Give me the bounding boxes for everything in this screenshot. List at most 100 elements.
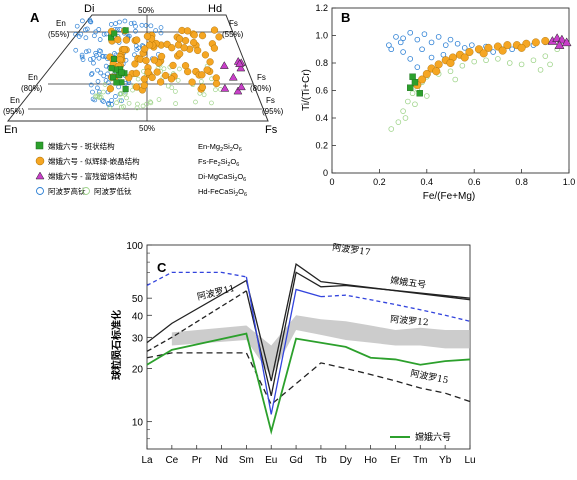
data-point xyxy=(530,57,537,64)
legend-item-residual-melt: 嫦娥六号 - 富残留熔体结构 xyxy=(35,171,138,181)
data-point xyxy=(479,49,488,58)
data-point xyxy=(146,41,154,49)
data-point xyxy=(183,27,192,35)
right-mark-fs-55: Fs xyxy=(229,19,238,28)
data-point xyxy=(102,82,108,87)
data-point xyxy=(122,86,129,93)
data-point xyxy=(153,28,159,33)
data-point xyxy=(452,76,459,83)
y-tick-label: 20 xyxy=(132,364,144,375)
left-mark-80: (80%) xyxy=(21,84,43,93)
data-point xyxy=(157,78,165,86)
data-point xyxy=(517,43,526,52)
x-tick-label: 0 xyxy=(329,177,334,187)
data-point xyxy=(118,69,125,76)
formula-en: En-Mg2Si2O6 xyxy=(198,142,242,153)
data-point xyxy=(158,52,166,61)
bottom-en-label: En xyxy=(4,124,17,136)
data-point xyxy=(101,89,106,95)
data-point xyxy=(73,32,78,37)
data-point xyxy=(407,56,414,62)
data-point xyxy=(140,81,148,89)
data-point xyxy=(148,73,156,82)
data-point xyxy=(122,18,128,24)
data-point xyxy=(235,59,245,68)
data-point xyxy=(210,44,219,52)
data-point xyxy=(561,37,572,47)
data-point xyxy=(133,28,138,34)
data-point xyxy=(78,31,84,37)
data-point xyxy=(414,64,421,70)
data-point xyxy=(119,104,124,110)
y-tick-label: 0.4 xyxy=(315,113,328,123)
apex-hd-label: Hd xyxy=(208,3,222,15)
legend-label: 阿波罗高钛 xyxy=(48,186,86,196)
data-point xyxy=(144,68,152,76)
data-point xyxy=(150,56,159,64)
label-apollo15: 阿波罗15 xyxy=(409,367,449,386)
data-point xyxy=(83,35,89,41)
data-point xyxy=(435,34,442,40)
data-point xyxy=(471,58,478,65)
panel-c-label: C xyxy=(157,260,167,275)
legend-triangle-marker xyxy=(35,171,45,180)
data-point xyxy=(193,99,198,105)
plot-frame xyxy=(146,244,471,450)
data-point xyxy=(236,63,246,72)
y-tick-label: 30 xyxy=(132,333,144,344)
data-point xyxy=(169,61,177,70)
data-point xyxy=(547,61,553,68)
data-point xyxy=(460,53,469,62)
data-point xyxy=(198,83,207,91)
data-point xyxy=(126,100,132,106)
x-tick-label: 0.2 xyxy=(373,177,386,187)
data-point xyxy=(498,46,507,55)
data-point xyxy=(446,59,455,68)
left-mark-en-55: En xyxy=(56,19,66,28)
data-point xyxy=(79,54,85,60)
bottom-mid-label: 50% xyxy=(139,124,155,133)
data-point xyxy=(181,37,190,45)
data-point xyxy=(198,32,207,40)
data-point xyxy=(215,33,223,41)
data-point xyxy=(107,104,113,110)
data-point xyxy=(118,79,125,86)
data-point xyxy=(93,50,99,56)
data-point xyxy=(86,48,92,54)
right-mark-95: (95%) xyxy=(262,107,284,116)
data-point xyxy=(509,46,515,53)
data-point xyxy=(141,45,149,53)
legend-label: 嫦娥六号 - 似辉绿-嵌晶结构 xyxy=(48,156,140,166)
data-point xyxy=(143,32,151,40)
y-tick-label: 100 xyxy=(126,241,143,252)
data-point xyxy=(89,72,94,77)
y-tick-label: 0.8 xyxy=(315,58,328,68)
formula-fs: Fs-Fe2Si2O6 xyxy=(198,157,239,168)
x-tick-label: Eu xyxy=(265,455,277,466)
data-point xyxy=(113,79,120,86)
y-tick-label: 50 xyxy=(132,294,144,305)
data-point xyxy=(97,37,103,42)
data-point xyxy=(93,29,99,35)
legend-label: 阿波罗低钛 xyxy=(94,186,132,196)
legend-item-phyric: 嫦娥六号 - 斑状结构 xyxy=(35,141,115,151)
data-point xyxy=(95,67,100,73)
data-point xyxy=(142,57,150,65)
data-point xyxy=(120,45,128,54)
data-point xyxy=(101,31,107,37)
data-point xyxy=(144,101,149,107)
data-point xyxy=(161,66,167,72)
legend-label: 嫦娥六号 - 斑状结构 xyxy=(48,141,115,151)
data-point xyxy=(119,98,124,104)
data-point xyxy=(153,68,161,76)
data-point xyxy=(91,60,96,66)
data-point xyxy=(188,78,196,86)
label-apollo11: 阿波罗11 xyxy=(196,282,236,303)
legend-open-circle-marker xyxy=(36,187,44,195)
data-point xyxy=(161,71,170,80)
data-point xyxy=(175,35,184,43)
data-point xyxy=(416,90,423,97)
data-point xyxy=(386,42,392,48)
formula-hd: Hd-FeCaSi2O6 xyxy=(198,187,247,198)
